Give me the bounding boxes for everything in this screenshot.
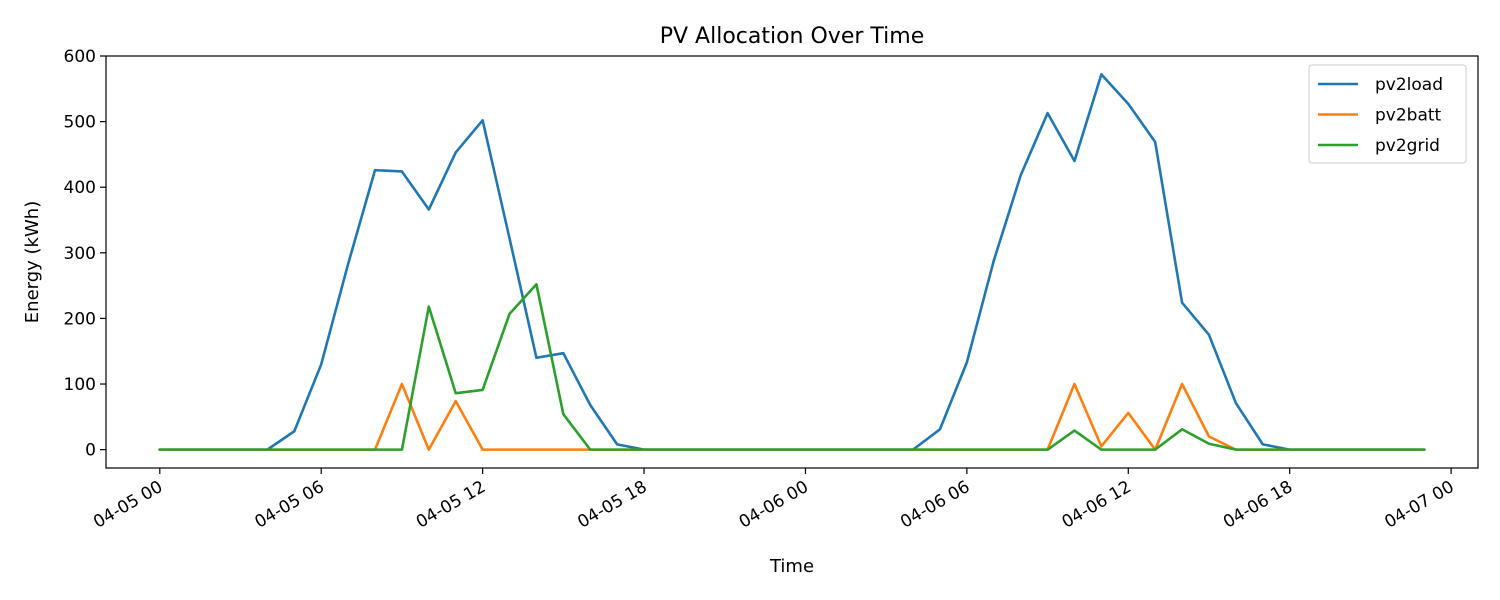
legend-label-pv2grid: pv2grid [1375,136,1440,156]
y-tick-label: 600 [64,47,96,67]
plot-frame [105,55,1479,469]
legend: pv2load pv2batt pv2grid [1308,64,1467,164]
y-tick-label: 0 [85,441,96,461]
y-tick-label: 500 [64,113,96,133]
x-axis-label: Time [769,556,814,577]
series-line-pv2grid [158,283,1426,451]
y-tick-label: 100 [64,375,96,395]
legend-box [1308,64,1467,164]
y-axis-label: Energy (kWh) [22,201,43,323]
plot-area [158,73,1426,451]
y-axis: 0 100 200 300 400 500 600 [64,47,106,461]
chart-title: PV Allocation Over Time [660,24,925,49]
legend-label-pv2load: pv2load [1375,75,1443,95]
y-tick-label: 200 [64,309,96,329]
legend-label-pv2batt: pv2batt [1375,106,1442,126]
y-tick-label: 400 [64,178,96,198]
y-tick-label: 300 [64,244,96,264]
